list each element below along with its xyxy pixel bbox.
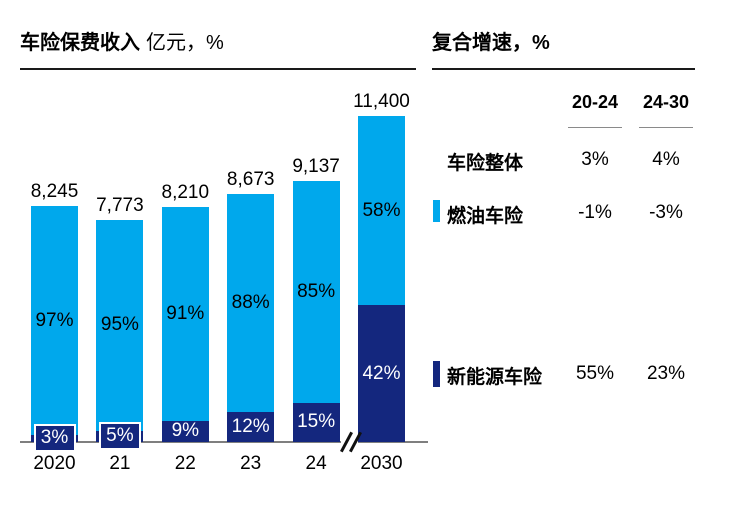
nev-growth-20-24: 55% (575, 363, 615, 384)
bar-21-fuel-segment: 95% (96, 219, 144, 431)
bar-22-total-label: 8,210 (161, 182, 210, 204)
x-tick-2030: 2030 (360, 453, 403, 474)
col-header-rule-2 (639, 127, 693, 128)
bar-22-fuel-segment: 91% (161, 207, 209, 421)
overall-growth-24-30: 4% (652, 149, 680, 170)
bar-23-total-label: 8,673 (226, 168, 275, 190)
bar-23-nev-segment: 12% (227, 412, 275, 442)
nev-insurance-legend-marker (433, 361, 440, 387)
bar-24-nev-segment: 15% (292, 402, 340, 442)
x-tick-22: 22 (174, 453, 196, 474)
right-title-rule (432, 68, 695, 70)
fuel-growth-20-24: -1% (578, 202, 612, 223)
x-tick-21: 21 (109, 453, 131, 474)
x-tick-23: 23 (240, 453, 262, 474)
bar-22-nev-segment: 9% (161, 420, 209, 442)
x-axis-line (20, 441, 428, 443)
overall-growth-20-24: 3% (581, 149, 609, 170)
row-label-nev: 新能源车险 (447, 367, 543, 388)
bar-2030-total-label: 11,400 (353, 91, 410, 112)
chart-title-text: 车险保费收入 (20, 32, 140, 54)
bar-2020-total-label: 8,245 (30, 181, 79, 203)
bar-2020-nev-label-box: 3% (33, 424, 76, 453)
bar-24-total-label: 9,137 (292, 155, 340, 177)
bar-2030-fuel-segment: 58% (358, 116, 405, 306)
axis-break-gap (341, 439, 358, 445)
bar-23-fuel-segment: 88% (227, 193, 275, 413)
col-header-rule-1 (568, 127, 622, 128)
chart-title: 车险保费收入 亿元，% (20, 26, 224, 55)
row-label-fuel: 燃油车险 (447, 206, 524, 227)
nev-growth-24-30: 23% (646, 363, 686, 384)
left-title-rule (20, 68, 416, 70)
col-header-20-24: 20-24 (571, 92, 619, 112)
bar-21-total-label: 7,773 (96, 194, 144, 216)
row-label-overall: 车险整体 (447, 153, 524, 174)
bar-2030-nev-segment: 42% (358, 305, 405, 442)
chart-title-unit: 亿元，% (146, 32, 224, 54)
axis-break-icon (338, 429, 362, 455)
growth-table-title: 复合增速，% (432, 32, 550, 54)
x-tick-24: 24 (305, 453, 327, 474)
fuel-insurance-legend-marker (433, 200, 440, 222)
x-tick-2020: 2020 (33, 453, 76, 474)
col-header-24-30: 24-30 (642, 92, 690, 112)
bar-24-fuel-segment: 85% (292, 180, 340, 403)
fuel-growth-24-30: -3% (649, 202, 683, 223)
bar-2020-fuel-segment: 97% (31, 206, 78, 435)
bar-21-nev-label-box: 5% (98, 422, 141, 451)
